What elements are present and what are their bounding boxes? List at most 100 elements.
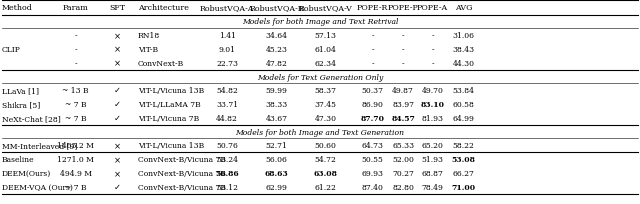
Text: 59.99: 59.99 xyxy=(266,87,287,95)
Text: 47.82: 47.82 xyxy=(266,60,287,68)
Text: 63.08: 63.08 xyxy=(314,169,338,177)
Text: RobustVQA-V: RobustVQA-V xyxy=(299,4,353,12)
Text: 9.01: 9.01 xyxy=(219,46,236,54)
Text: 1271.0 M: 1271.0 M xyxy=(57,155,94,164)
Text: 52.71: 52.71 xyxy=(266,142,287,150)
Text: 61.04: 61.04 xyxy=(315,46,337,54)
Text: 65.20: 65.20 xyxy=(422,142,444,150)
Text: ViT-L/Vicuna 7B: ViT-L/Vicuna 7B xyxy=(138,114,199,123)
Text: 68.63: 68.63 xyxy=(264,169,289,177)
Text: 53.84: 53.84 xyxy=(452,87,474,95)
Text: 494.9 M: 494.9 M xyxy=(60,169,92,177)
Text: 53.24: 53.24 xyxy=(216,155,238,164)
Text: 60.58: 60.58 xyxy=(452,101,474,109)
Text: 45.23: 45.23 xyxy=(266,46,287,54)
Text: 62.99: 62.99 xyxy=(266,183,287,191)
Text: 78.49: 78.49 xyxy=(422,183,444,191)
Text: Baseline: Baseline xyxy=(2,155,35,164)
Text: 44.82: 44.82 xyxy=(216,114,238,123)
Text: AVG: AVG xyxy=(454,4,472,12)
Text: 83.10: 83.10 xyxy=(420,101,445,109)
Text: 53.12: 53.12 xyxy=(216,183,238,191)
Text: ConvNext-B: ConvNext-B xyxy=(138,60,184,68)
Text: 47.30: 47.30 xyxy=(315,114,337,123)
Text: -: - xyxy=(74,32,77,40)
Text: ViT-L/Vicuna 13B: ViT-L/Vicuna 13B xyxy=(138,87,204,95)
Text: MM-Interleaved [9]: MM-Interleaved [9] xyxy=(2,142,77,150)
Text: 50.55: 50.55 xyxy=(362,155,383,164)
Text: $\times$: $\times$ xyxy=(113,59,121,68)
Text: ~ 7 B: ~ 7 B xyxy=(65,183,86,191)
Text: $\checkmark$: $\checkmark$ xyxy=(113,87,121,95)
Text: 50.37: 50.37 xyxy=(362,87,383,95)
Text: ViT-L/LLaMA 7B: ViT-L/LLaMA 7B xyxy=(138,101,200,109)
Text: 49.87: 49.87 xyxy=(392,87,414,95)
Text: 64.99: 64.99 xyxy=(452,114,474,123)
Text: 71.00: 71.00 xyxy=(451,183,476,191)
Text: 52.00: 52.00 xyxy=(392,155,414,164)
Text: -: - xyxy=(371,46,374,54)
Text: 50.60: 50.60 xyxy=(315,142,337,150)
Text: 84.57: 84.57 xyxy=(391,114,415,123)
Text: ConvNext-B/Vicuna 7B: ConvNext-B/Vicuna 7B xyxy=(138,169,226,177)
Text: 54.72: 54.72 xyxy=(315,155,337,164)
Text: -: - xyxy=(402,46,404,54)
Text: 66.27: 66.27 xyxy=(452,169,474,177)
Text: -: - xyxy=(74,60,77,68)
Text: 38.43: 38.43 xyxy=(452,46,474,54)
Text: 87.40: 87.40 xyxy=(362,183,383,191)
Text: $\times$: $\times$ xyxy=(113,31,121,41)
Text: -: - xyxy=(371,60,374,68)
Text: NeXt-Chat [28]: NeXt-Chat [28] xyxy=(2,114,61,123)
Text: RobustVQA-A: RobustVQA-A xyxy=(200,4,255,12)
Text: 57.13: 57.13 xyxy=(315,32,337,40)
Text: 86.90: 86.90 xyxy=(362,101,383,109)
Text: RobustVQA-R: RobustVQA-R xyxy=(249,4,304,12)
Text: POPE-A: POPE-A xyxy=(417,4,448,12)
Text: 68.87: 68.87 xyxy=(422,169,444,177)
Text: 56.86: 56.86 xyxy=(216,169,239,177)
Text: 49.70: 49.70 xyxy=(422,87,444,95)
Text: POPE-R: POPE-R xyxy=(356,4,388,12)
Text: 37.45: 37.45 xyxy=(315,101,337,109)
Text: ~ 7 B: ~ 7 B xyxy=(65,101,86,109)
Text: ViT-L/Vicuna 13B: ViT-L/Vicuna 13B xyxy=(138,142,204,150)
Text: $\times$: $\times$ xyxy=(113,169,121,178)
Text: 1.41: 1.41 xyxy=(219,32,236,40)
Text: 38.33: 38.33 xyxy=(266,101,287,109)
Text: Models for both Image and Text Generation: Models for both Image and Text Generatio… xyxy=(236,128,404,136)
Text: 56.06: 56.06 xyxy=(266,155,287,164)
Text: 51.93: 51.93 xyxy=(422,155,444,164)
Text: -: - xyxy=(431,60,434,68)
Text: POPE-P: POPE-P xyxy=(388,4,419,12)
Text: ConvNext-B/Vicuna 7B: ConvNext-B/Vicuna 7B xyxy=(138,155,226,164)
Text: DEEM-VQA (Ours): DEEM-VQA (Ours) xyxy=(2,183,73,191)
Text: CLIP: CLIP xyxy=(2,46,20,54)
Text: 82.80: 82.80 xyxy=(392,183,414,191)
Text: 44.30: 44.30 xyxy=(452,60,474,68)
Text: 58.22: 58.22 xyxy=(452,142,474,150)
Text: 69.93: 69.93 xyxy=(362,169,383,177)
Text: 64.73: 64.73 xyxy=(362,142,383,150)
Text: ~ 7 B: ~ 7 B xyxy=(65,114,86,123)
Text: LLaVa [1]: LLaVa [1] xyxy=(2,87,39,95)
Text: Param: Param xyxy=(63,4,88,12)
Text: 22.73: 22.73 xyxy=(216,60,238,68)
Text: 81.93: 81.93 xyxy=(422,114,444,123)
Text: Models for Text Generation Only: Models for Text Generation Only xyxy=(257,73,383,81)
Text: -: - xyxy=(402,60,404,68)
Text: 43.67: 43.67 xyxy=(266,114,287,123)
Text: 58.37: 58.37 xyxy=(315,87,337,95)
Text: $\times$: $\times$ xyxy=(113,141,121,150)
Text: ConvNext-B/Vicuna 7B: ConvNext-B/Vicuna 7B xyxy=(138,183,226,191)
Text: Models for both Image and Text Retrival: Models for both Image and Text Retrival xyxy=(242,18,398,26)
Text: Architecture: Architecture xyxy=(138,4,188,12)
Text: 62.34: 62.34 xyxy=(315,60,337,68)
Text: $\times$: $\times$ xyxy=(113,45,121,54)
Text: ViT-B: ViT-B xyxy=(138,46,157,54)
Text: 53.08: 53.08 xyxy=(451,155,476,164)
Text: $\checkmark$: $\checkmark$ xyxy=(113,114,121,123)
Text: 83.97: 83.97 xyxy=(392,101,414,109)
Text: -: - xyxy=(371,32,374,40)
Text: 33.71: 33.71 xyxy=(216,101,238,109)
